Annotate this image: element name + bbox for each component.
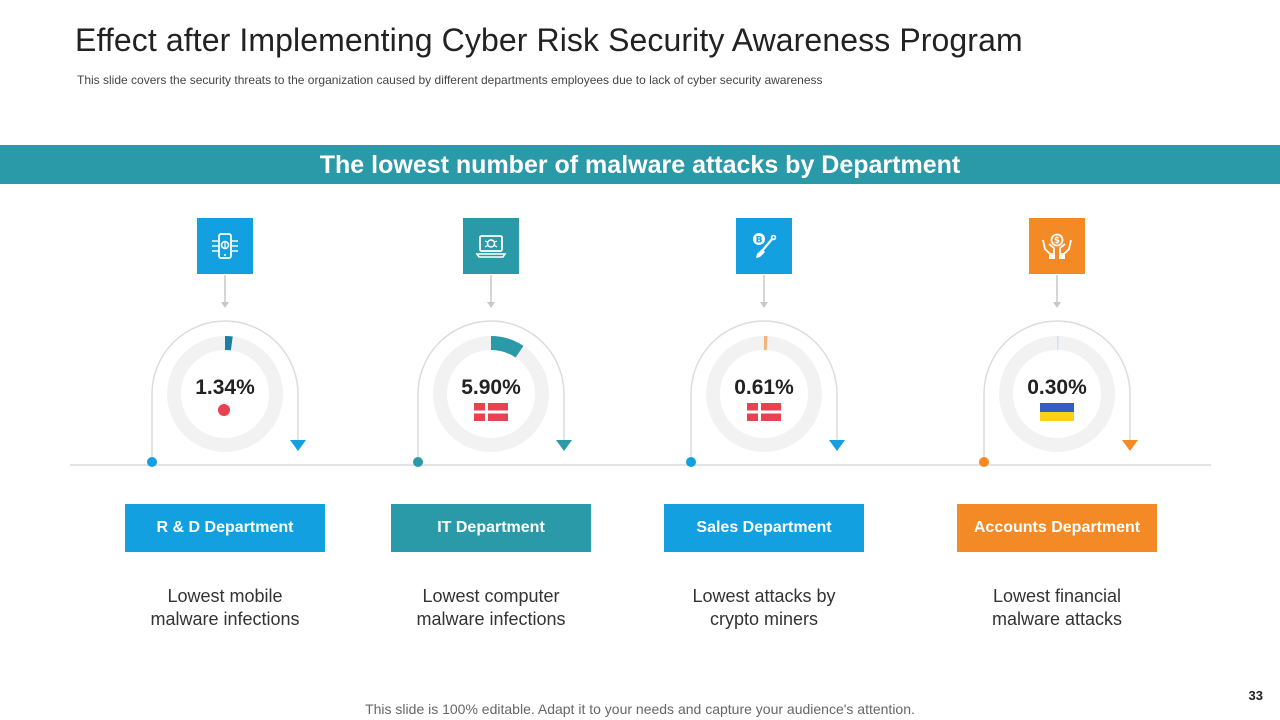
department-column-rd: 1.34% R & D Department Lowest mobile mal… bbox=[95, 200, 355, 640]
department-icon-box: B bbox=[736, 218, 792, 274]
ring-progress bbox=[433, 336, 549, 452]
arrow-head bbox=[556, 440, 572, 451]
slide-footer: This slide is 100% editable. Adapt it to… bbox=[365, 701, 915, 717]
description-line-1: Lowest financial bbox=[992, 586, 1122, 606]
red-flag-marker bbox=[747, 403, 781, 428]
arrow-head bbox=[829, 440, 845, 451]
department-description: Lowest computer malware infections bbox=[381, 585, 601, 631]
ring-progress bbox=[999, 336, 1115, 452]
svg-text:$: $ bbox=[1054, 236, 1060, 246]
department-button-rd[interactable]: R & D Department bbox=[125, 504, 325, 552]
svg-text:B: B bbox=[756, 236, 763, 246]
timeline-line bbox=[70, 464, 1211, 466]
hands-money-icon: $ bbox=[1040, 230, 1074, 262]
ukraine-flag-marker bbox=[1040, 403, 1074, 428]
mobile-bug-icon bbox=[209, 230, 241, 262]
percentage-value: 0.30% bbox=[1027, 376, 1087, 399]
department-button-sales[interactable]: Sales Department bbox=[664, 504, 864, 552]
ring-progress bbox=[706, 336, 822, 452]
percentage-value: 0.61% bbox=[734, 376, 794, 399]
department-button-it[interactable]: IT Department bbox=[391, 504, 591, 552]
department-column-it: 5.90% IT Department Lowest computer malw… bbox=[361, 200, 621, 640]
department-icon-box bbox=[197, 218, 253, 274]
timeline-dot bbox=[413, 457, 423, 467]
percentage-value: 5.90% bbox=[461, 376, 521, 399]
page-number: 33 bbox=[1248, 688, 1263, 703]
ring-progress bbox=[167, 336, 283, 452]
connector-arc bbox=[413, 275, 572, 467]
department-column-sales: B 0.61% Sales Department Lowest attacks … bbox=[634, 200, 894, 640]
connector-arc bbox=[979, 275, 1138, 467]
department-icon-box: $ bbox=[1029, 218, 1085, 274]
bitcoin-shovel-icon: B bbox=[748, 230, 780, 262]
description-line-2: crypto miners bbox=[709, 609, 819, 629]
percentage-value: 1.34% bbox=[195, 376, 255, 399]
description-line-2: malware infections bbox=[150, 609, 300, 629]
department-description: Lowest mobile malware infections bbox=[115, 585, 335, 631]
description-line-2: malware attacks bbox=[991, 609, 1123, 629]
timeline-dot bbox=[686, 457, 696, 467]
timeline-dot bbox=[147, 457, 157, 467]
timeline-dot bbox=[979, 457, 989, 467]
arrow-head bbox=[290, 440, 306, 451]
slide-title: Effect after Implementing Cyber Risk Sec… bbox=[75, 22, 1023, 58]
department-button-accounts[interactable]: Accounts Department bbox=[957, 504, 1157, 552]
connector-arc bbox=[147, 275, 306, 467]
laptop-bug-icon bbox=[474, 230, 508, 262]
department-icon-box bbox=[463, 218, 519, 274]
red-flag-marker bbox=[474, 403, 508, 428]
description-line-1: Lowest mobile bbox=[167, 586, 283, 606]
circle-marker bbox=[217, 403, 233, 424]
slide-subtitle: This slide covers the security threats t… bbox=[77, 73, 823, 87]
connector-arc bbox=[686, 275, 845, 467]
description-line-2: malware infections bbox=[416, 609, 566, 629]
arrow-head bbox=[1122, 440, 1138, 451]
department-column-accounts: $ 0.30% Accounts Department Lowest finan… bbox=[927, 200, 1187, 640]
description-line-1: Lowest computer bbox=[422, 586, 560, 606]
section-banner: The lowest number of malware attacks by … bbox=[0, 145, 1280, 184]
department-description: Lowest attacks by crypto miners bbox=[654, 585, 874, 631]
description-line-1: Lowest attacks by bbox=[692, 586, 836, 606]
department-description: Lowest financial malware attacks bbox=[947, 585, 1167, 631]
